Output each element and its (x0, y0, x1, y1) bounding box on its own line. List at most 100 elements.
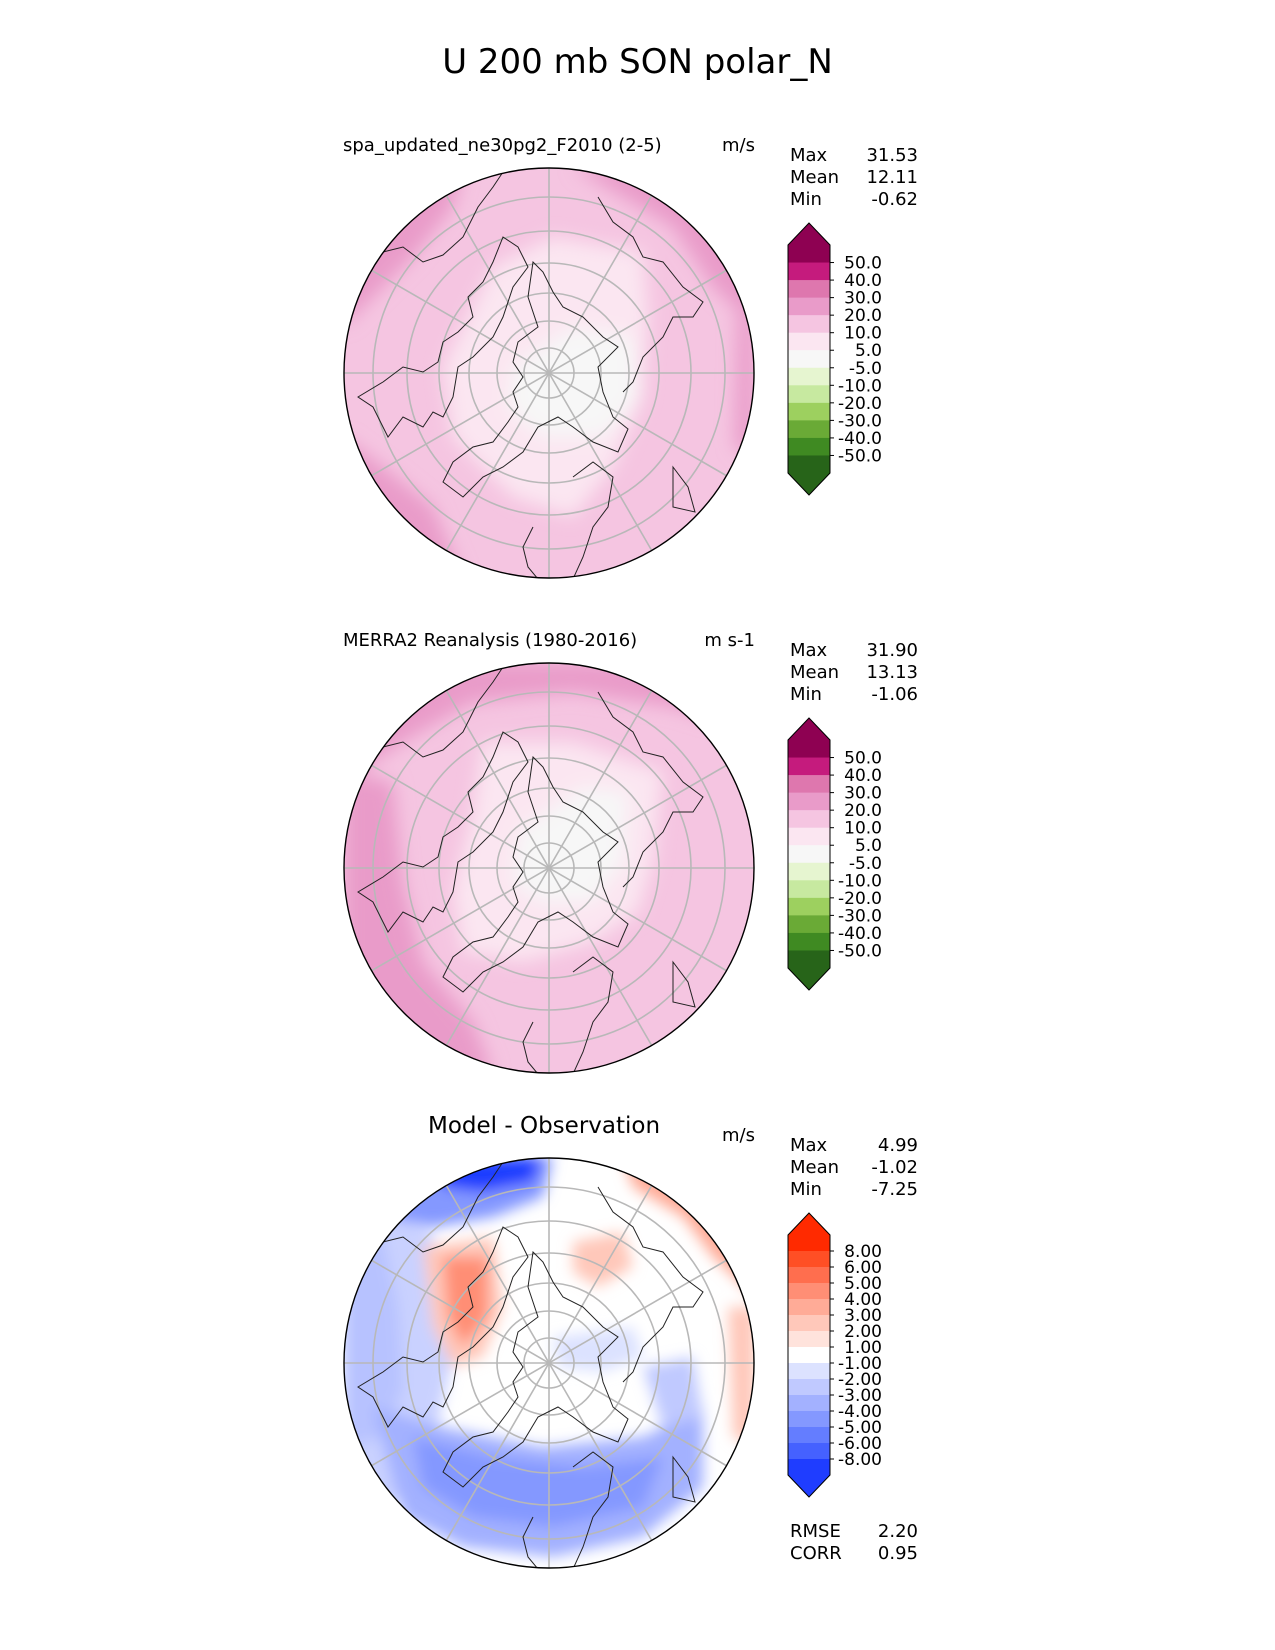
colorbar-extend-max (788, 1213, 830, 1235)
stat-value-min: -7.25 (871, 1179, 918, 1200)
polar-map (343, 662, 755, 1074)
stat-value-mean: 13.13 (866, 662, 918, 683)
colorbar-extend-max (788, 718, 830, 740)
coastlines (357, 1161, 704, 1568)
stat-label-mean: Mean (790, 1157, 840, 1178)
colorbar-tick-label: -20.0 (838, 889, 882, 909)
colorbar-tick-label: -50.0 (838, 446, 882, 466)
colorbar-segment (788, 1395, 830, 1412)
colorbar-tick-label: 50.0 (844, 254, 882, 274)
field-pos-ne (573, 1232, 633, 1287)
stat-label-mean: Mean (790, 662, 840, 683)
polar-map (343, 167, 755, 579)
stat-label-corr: CORR (790, 1543, 842, 1564)
colorbar-tick-label: -5.0 (849, 854, 882, 874)
colorbar-segment (788, 1267, 830, 1284)
colorbar-tick-label: 4.00 (844, 1290, 882, 1310)
graticule (344, 663, 754, 1073)
stat-value-max: 31.53 (866, 145, 918, 166)
colorbar-tick-label: -10.0 (838, 871, 882, 891)
colorbar-segment (788, 897, 830, 916)
colorbar-segment (788, 262, 830, 281)
stat-value-max: 31.90 (866, 640, 918, 661)
colorbar-segment (788, 455, 830, 474)
colorbar-tick-label: 50.0 (844, 749, 882, 769)
colorbar-segment (788, 1331, 830, 1348)
map-border (343, 1157, 755, 1569)
field-jet-north (344, 663, 754, 782)
colorbar-segment (788, 1251, 830, 1268)
coastlines (357, 666, 704, 1073)
colorbar-tick-label: 20.0 (844, 306, 882, 326)
colorbar-tick-label: 5.00 (844, 1274, 882, 1294)
colorbar-segment (788, 1283, 830, 1300)
colorbar-segment (788, 950, 830, 969)
colorbar-tick-label: -40.0 (838, 429, 882, 449)
colorbar-segment (788, 245, 830, 264)
colorbar-segment (788, 437, 830, 456)
colorbar-extend-min (788, 1475, 830, 1497)
colorbar-tick-label: 30.0 (844, 784, 882, 804)
colorbar-outline (787, 222, 831, 496)
colorbar-tick-label: -8.00 (838, 1450, 882, 1470)
colorbar: 8.006.005.004.003.002.001.00-1.00-2.00-3… (787, 1212, 882, 1498)
colorbar-tick-label: 30.0 (844, 289, 882, 309)
panel-reference: MERRA2 Reanalysis (1980-2016) m s-1 Max 3… (0, 630, 1275, 1110)
colorbar-tick-label: 20.0 (844, 801, 882, 821)
colorbar-tick-label: -2.00 (838, 1370, 882, 1390)
panel-title: MERRA2 Reanalysis (1980-2016) (343, 630, 638, 651)
colorbar-segment (788, 315, 830, 334)
colorbar-tick-label: -3.00 (838, 1386, 882, 1406)
colorbar-tick-label: -4.00 (838, 1402, 882, 1422)
stats-box: Max 4.99 Mean -1.02 Min -7.25 (790, 1135, 918, 1201)
colorbar-tick-label: -1.00 (838, 1354, 882, 1374)
stat-value-rmse: 2.20 (877, 1521, 918, 1542)
colorbar-segment (788, 1459, 830, 1476)
stat-value-min: -1.06 (871, 684, 918, 705)
field-neg-south-core (413, 1437, 663, 1527)
colorbar-segment (788, 757, 830, 776)
colorbar-segment (788, 1363, 830, 1380)
panel-units: m/s (722, 1125, 755, 1146)
colorbar-segment (788, 1443, 830, 1460)
colorbar-tick-label: -6.00 (838, 1434, 882, 1454)
colorbar-extend-max (788, 223, 830, 245)
field-neg-center (553, 1327, 643, 1372)
colorbar-segment (788, 932, 830, 951)
stat-value-mean: -1.02 (871, 1157, 918, 1178)
colorbar-segment (788, 1411, 830, 1428)
colorbar-tick-label: 6.00 (844, 1258, 882, 1278)
colorbar-tick-label: 10.0 (844, 819, 882, 839)
panel-title: Model - Observation (428, 1113, 661, 1139)
colorbar-segment (788, 845, 830, 864)
colorbar-segment (788, 915, 830, 934)
colorbar-tick-label: 5.0 (855, 341, 882, 361)
colorbar: 50.040.030.020.010.05.0-5.0-10.0-20.0-30… (787, 717, 882, 991)
stat-label-max: Max (790, 145, 828, 166)
colorbar-tick-label: 1.00 (844, 1338, 882, 1358)
colorbar-tick-label: -40.0 (838, 924, 882, 944)
colorbar-tick-label: -50.0 (838, 941, 882, 961)
panel-units: m s-1 (704, 630, 755, 651)
colorbar-segment (788, 297, 830, 316)
colorbar-tick-label: -30.0 (838, 906, 882, 926)
colorbar-segment (788, 827, 830, 846)
footer-stats: RMSE 2.20 CORR 0.95 (790, 1521, 918, 1565)
graticule (344, 168, 754, 578)
stat-label-max: Max (790, 1135, 828, 1156)
colorbar-segment (788, 402, 830, 421)
colorbar-segment (788, 1315, 830, 1332)
colorbar-tick-label: 2.00 (844, 1322, 882, 1342)
colorbar-tick-label: 5.0 (855, 836, 882, 856)
colorbar-segment (788, 775, 830, 794)
colorbar-outline (787, 717, 831, 991)
figure-title: U 200 mb SON polar_N (442, 42, 833, 82)
colorbar-segment (788, 332, 830, 351)
stat-label-rmse: RMSE (790, 1521, 841, 1542)
colorbar-segment (788, 1235, 830, 1252)
graticule (344, 1158, 754, 1568)
colorbar-segment (788, 810, 830, 829)
colorbar-segment (788, 1427, 830, 1444)
colorbar-segment (788, 280, 830, 299)
colorbar-tick-label: 40.0 (844, 271, 882, 291)
